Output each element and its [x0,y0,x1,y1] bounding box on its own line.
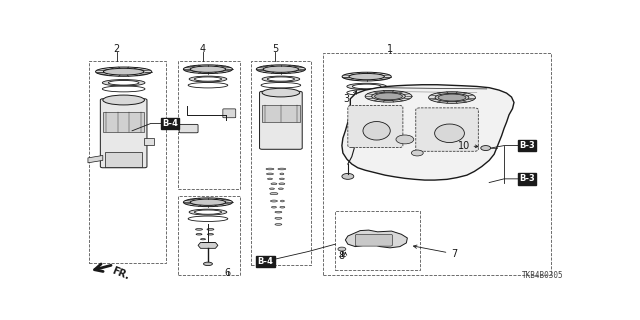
Ellipse shape [280,173,284,175]
Bar [178,196,240,275]
Ellipse shape [195,210,221,214]
Ellipse shape [108,80,139,85]
Ellipse shape [189,76,227,82]
Text: 2: 2 [113,44,120,54]
Text: 4: 4 [200,44,206,54]
Ellipse shape [374,93,403,100]
Text: B-3: B-3 [519,174,534,183]
Ellipse shape [196,234,202,235]
Ellipse shape [104,68,144,75]
Ellipse shape [438,94,466,101]
Ellipse shape [103,95,145,105]
Circle shape [338,247,346,251]
Ellipse shape [269,188,275,189]
Circle shape [342,173,354,179]
Ellipse shape [190,66,226,72]
Ellipse shape [271,200,277,202]
Ellipse shape [184,198,232,207]
Ellipse shape [435,93,469,102]
Text: B-4: B-4 [257,257,273,266]
Polygon shape [342,85,514,180]
Text: 5: 5 [272,44,278,54]
Text: 10: 10 [458,140,470,151]
Bar [89,60,166,263]
Text: 7: 7 [451,249,458,259]
Bar [251,60,310,265]
Ellipse shape [278,188,284,189]
FancyBboxPatch shape [348,105,403,148]
Ellipse shape [196,228,202,230]
Text: FR.: FR. [111,266,131,282]
Bar [323,53,551,275]
FancyBboxPatch shape [355,234,392,246]
Ellipse shape [347,83,387,90]
Text: 6: 6 [225,268,231,278]
Text: 8: 8 [339,252,344,261]
Ellipse shape [363,122,390,140]
Bar [335,211,420,270]
FancyBboxPatch shape [260,92,302,149]
Ellipse shape [280,178,284,180]
Bar [103,112,145,132]
Ellipse shape [275,217,282,219]
Circle shape [481,146,491,150]
Ellipse shape [275,224,282,225]
Ellipse shape [184,65,232,74]
Ellipse shape [278,168,286,170]
Text: B-3: B-3 [519,141,534,150]
Ellipse shape [271,183,277,185]
FancyBboxPatch shape [144,138,154,145]
Ellipse shape [200,239,205,240]
Polygon shape [346,230,408,248]
FancyBboxPatch shape [179,124,198,133]
Ellipse shape [95,67,152,76]
Ellipse shape [256,65,305,74]
Text: 1: 1 [387,44,393,54]
Polygon shape [88,156,103,163]
Ellipse shape [262,76,300,82]
Ellipse shape [195,77,221,81]
Ellipse shape [268,178,273,180]
Ellipse shape [372,92,405,100]
Ellipse shape [190,199,226,205]
Bar [178,60,240,189]
Ellipse shape [435,124,465,142]
Ellipse shape [268,77,294,81]
Ellipse shape [266,168,274,170]
Ellipse shape [207,234,213,235]
Ellipse shape [262,88,300,97]
Ellipse shape [207,228,214,230]
Ellipse shape [280,200,284,202]
Ellipse shape [263,66,299,72]
Ellipse shape [102,80,145,86]
FancyBboxPatch shape [100,99,147,168]
Ellipse shape [365,91,412,102]
Circle shape [412,150,423,156]
FancyBboxPatch shape [223,109,236,118]
Ellipse shape [353,84,381,89]
Ellipse shape [279,183,285,185]
FancyBboxPatch shape [106,152,142,166]
Ellipse shape [342,72,391,81]
Polygon shape [198,243,218,248]
Ellipse shape [204,262,212,266]
Ellipse shape [429,92,476,103]
Text: TKB4B0305: TKB4B0305 [522,271,564,280]
Ellipse shape [266,173,273,175]
Text: B-4: B-4 [162,119,178,128]
Ellipse shape [349,74,385,80]
Text: 3: 3 [343,94,349,104]
Bar [262,105,300,122]
Circle shape [396,135,414,144]
Ellipse shape [280,206,285,208]
Ellipse shape [270,193,278,195]
Ellipse shape [189,209,227,215]
FancyBboxPatch shape [416,108,478,151]
Ellipse shape [271,206,276,208]
Ellipse shape [275,211,282,213]
